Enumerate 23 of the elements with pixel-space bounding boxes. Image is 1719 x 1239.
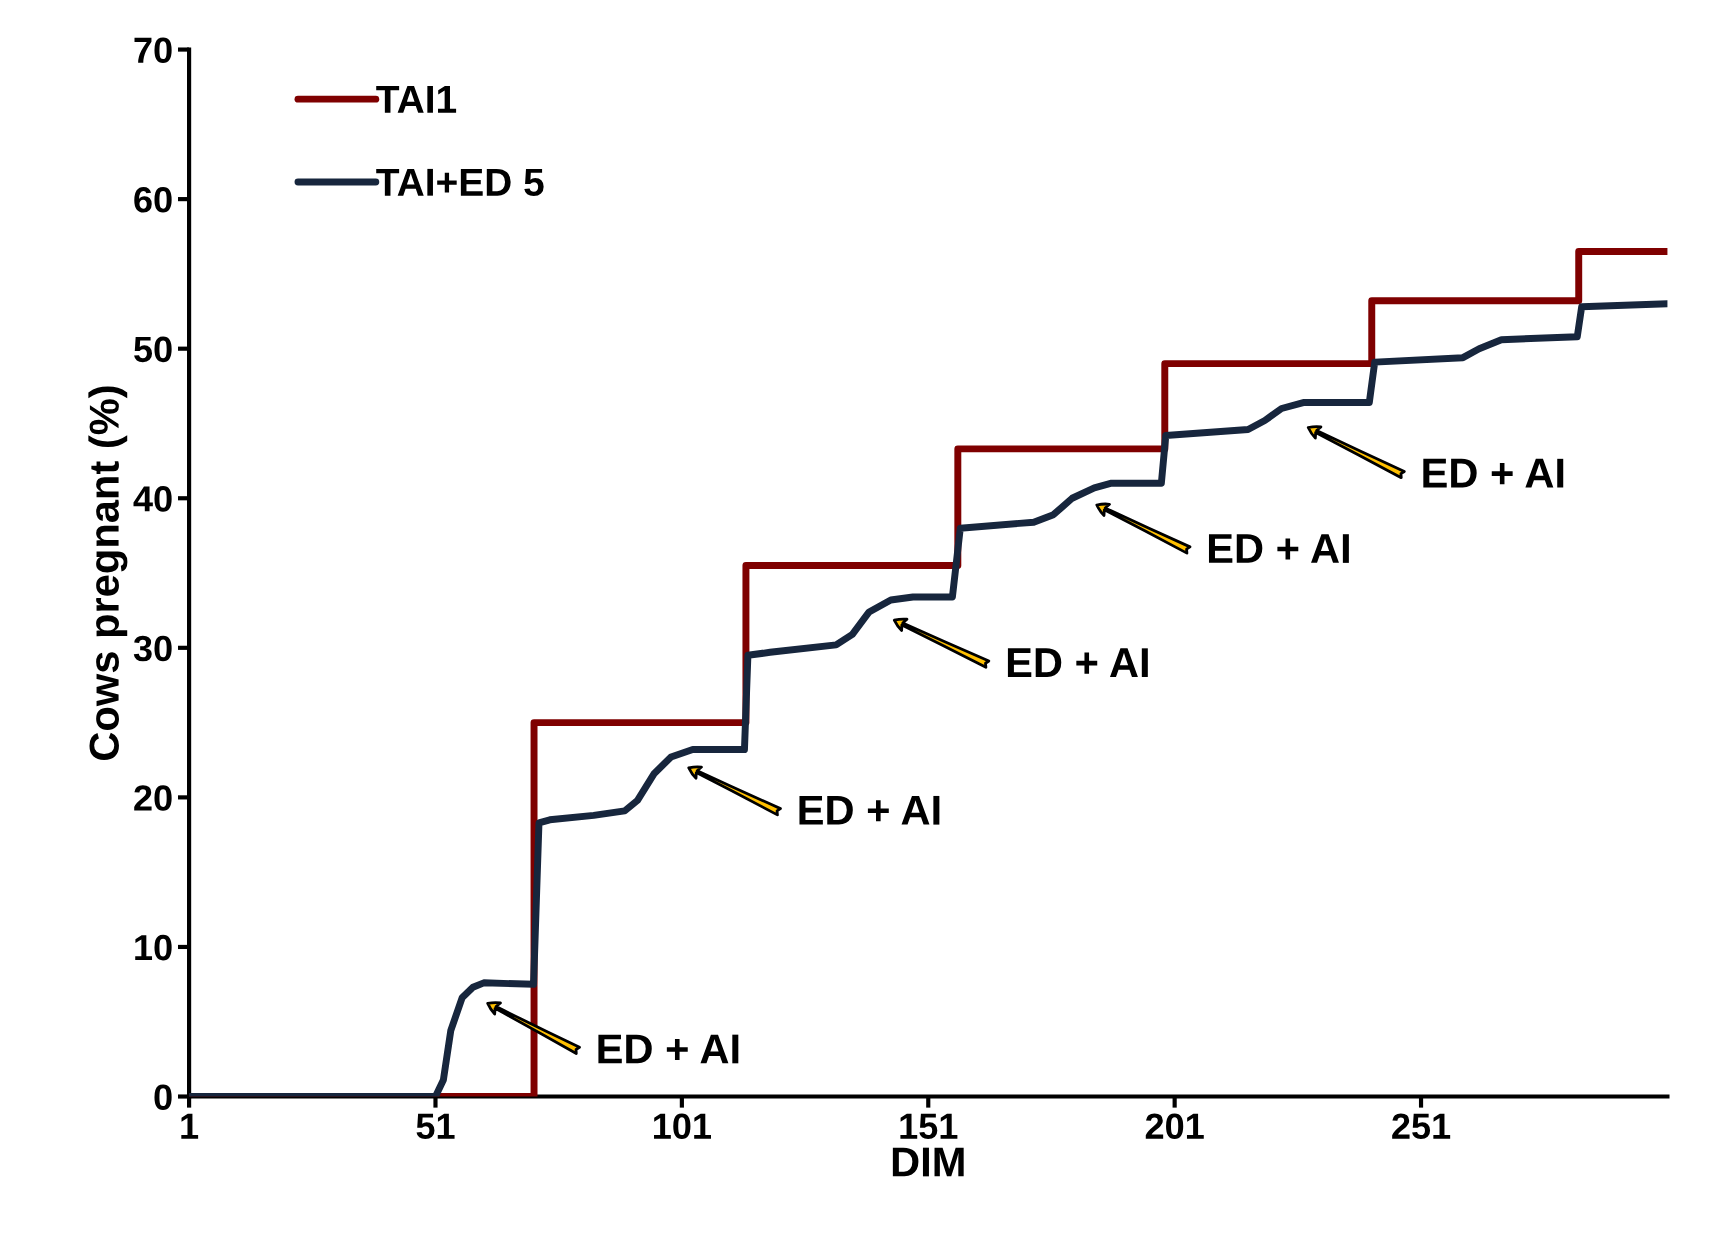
y-tick-label: 10 [135,934,172,961]
y-tick-label: 20 [134,785,172,811]
annotation: ED + AI [1423,458,1564,488]
x-tick-label: 101 [654,1113,711,1140]
x-tick-label: 1 [181,1113,199,1139]
y-tick-label: 60 [134,186,172,213]
y-tick-label: 30 [133,635,172,662]
y-tick-label: 40 [133,486,172,512]
legend-label: TAI1 [376,85,457,113]
x-tick-label: 51 [416,1113,455,1140]
x-tick-label: 251 [1392,1113,1451,1140]
y-axis-title: Cows pregnant (%) [88,386,128,760]
annotation: ED + AI [799,795,940,825]
annotation: ED + AI [1208,534,1349,563]
y-tick-label: 0 [154,1084,172,1110]
legend-label: TAI+ED 5 [376,168,544,197]
x-axis-title: DIM [892,1147,964,1177]
y-tick-label: 70 [134,37,172,63]
annotation: ED + AI [598,1034,739,1064]
annotation: ED + AI [1007,648,1148,677]
x-tick-label: 201 [1145,1113,1204,1140]
y-tick-label: 50 [134,336,172,363]
x-tick-label: 151 [900,1113,958,1140]
